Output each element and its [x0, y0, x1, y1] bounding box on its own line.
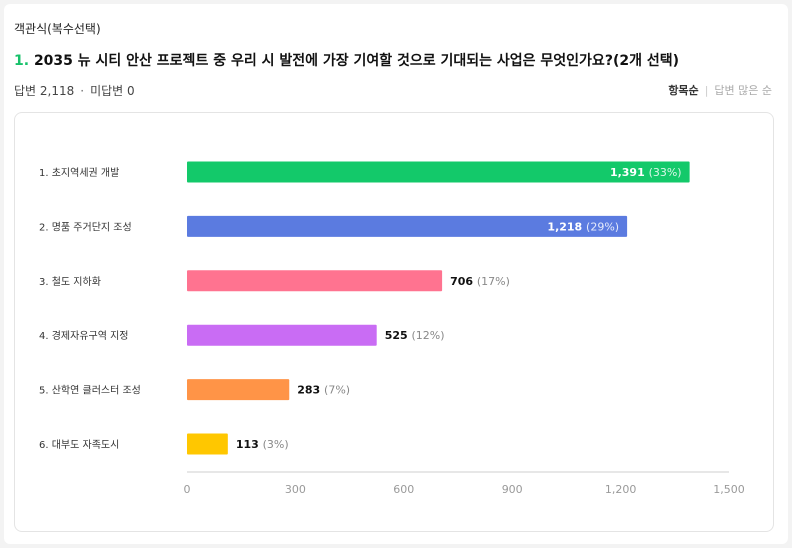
value-label: 1,218: [547, 220, 586, 233]
value-label: 113: [236, 438, 263, 451]
percent-label: (17%): [477, 275, 510, 288]
value-label: 283: [297, 384, 324, 397]
unanswered-count: 미답변 0: [90, 84, 135, 98]
answer-count: 답변 2,118: [14, 84, 75, 98]
sort-by-item-button[interactable]: 항목순: [668, 84, 699, 97]
question-title: 1. 2035 뉴 시티 안산 프로젝트 중 우리 시 발전에 가장 기여할 것…: [14, 50, 679, 70]
x-tick-label: 1,500: [713, 483, 745, 496]
category-label: 6. 대부도 자족도시: [39, 439, 119, 451]
data-label: 113 (3%): [236, 438, 289, 451]
percent-label: (29%): [586, 220, 619, 233]
bar[interactable]: [187, 270, 443, 292]
bar-chart: 0 300 600 900 1,200 1,500 1. 초지역세권 개발 1,391 (33…: [39, 161, 745, 496]
question-number: 1.: [14, 53, 30, 69]
category-label: 4. 경제자유구역 지정: [39, 329, 129, 342]
percent-label: (33%): [649, 166, 682, 179]
percent-label: (7%): [324, 384, 350, 397]
category-label: 5. 산학연 클러스터 조성: [39, 385, 141, 397]
percent-label: (12%): [411, 329, 444, 342]
percent-label: (3%): [263, 438, 289, 451]
sort-divider: |: [704, 84, 709, 97]
category-label: 1. 초지역세권 개발: [39, 167, 119, 179]
question-text: 2035 뉴 시티 안산 프로젝트 중 우리 시 발전에 가장 기여할 것으로 …: [33, 53, 679, 69]
bar[interactable]: [187, 379, 290, 401]
bar[interactable]: [187, 324, 377, 346]
x-tick-label: 900: [502, 483, 523, 496]
bar[interactable]: [187, 161, 690, 183]
sort-by-answers-button[interactable]: 답변 많은 순: [714, 84, 772, 97]
value-label: 525: [385, 329, 412, 342]
data-label: 283 (7%): [297, 384, 350, 397]
category-label: 3. 철도 지하화: [39, 275, 101, 288]
x-tick-label: 300: [285, 483, 306, 496]
separator-dot: ·: [80, 84, 85, 98]
question-type-label: 객관식(복수선택): [14, 22, 101, 36]
data-label: 1,391 (33%): [610, 166, 682, 179]
bar[interactable]: [187, 215, 628, 237]
chart-container: 0 300 600 900 1,200 1,500 1. 초지역세권 개발 1,391 (33…: [14, 112, 774, 532]
data-label: 525 (12%): [385, 329, 445, 342]
data-label: 706 (17%): [450, 275, 510, 288]
x-tick-label: 600: [393, 483, 414, 496]
data-label: 1,218 (29%): [547, 220, 619, 233]
bar[interactable]: [187, 433, 228, 455]
x-tick-label: 0: [184, 483, 191, 496]
value-label: 1,391: [610, 166, 649, 179]
sort-toggle: 항목순 | 답변 많은 순: [668, 82, 772, 98]
category-label: 2. 명품 주거단지 조성: [39, 221, 132, 233]
value-label: 706: [450, 275, 477, 288]
x-tick-label: 1,200: [605, 483, 637, 496]
answer-stats: 답변 2,118 · 미답변 0: [14, 82, 135, 99]
question-card: 객관식(복수선택) 1. 2035 뉴 시티 안산 프로젝트 중 우리 시 발전…: [4, 4, 788, 544]
